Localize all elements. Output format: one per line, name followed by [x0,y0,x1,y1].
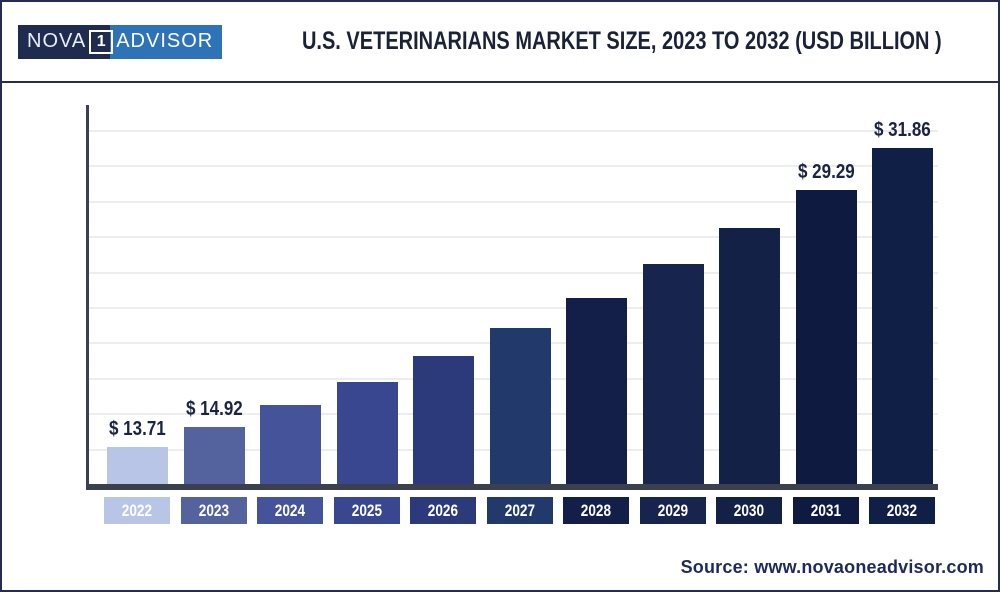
bar-column-2029 [642,83,704,484]
year-axis: 2022 2023 2024 2025 2026 2027 2028 2029 2030 2031… [104,497,935,524]
bar-column-2030 [719,83,780,484]
bar-2028 [566,298,627,484]
gridline [86,130,938,132]
bar-value-label: $ 14.92 [185,398,243,420]
gridline [86,307,938,309]
logo-text-advisor: ADVISOR [116,30,214,52]
bar-value-label: $ 29.29 [797,161,855,183]
bar-column-2032: $ 31.86 [872,83,933,484]
year-label-2027: 2027 [486,497,553,524]
bar-2032 [872,148,933,484]
bar-2027 [489,328,551,484]
chart-title: U.S. VETERINARIANS MARKET SIZE, 2023 TO … [302,27,942,55]
bar-column-2025 [336,83,398,484]
logo-text-nova: NOVA [27,30,87,52]
title-wrap: U.S. VETERINARIANS MARKET SIZE, 2023 TO … [222,27,998,56]
year-label-2023: 2023 [180,497,247,524]
year-label-2032: 2032 [869,497,935,524]
source-credit: Source: www.novaoneadvisor.com [680,557,984,577]
bar-2030 [719,228,780,484]
bar-column-2023: $ 14.92 [183,83,245,484]
bar-2024 [260,405,321,484]
year-label-2031: 2031 [792,497,859,524]
year-label-2030: 2030 [716,497,782,524]
gridline [86,271,938,274]
year-label-2029: 2029 [639,497,706,524]
plot-area: $ 13.71 $ 14.92 $ 29.29 $ 31.86 2022 2023 202… [2,83,998,588]
year-label-2026: 2026 [410,497,476,524]
x-axis-line [86,484,938,490]
brand-logo: NOVA 1 ADVISOR [18,24,223,59]
gridline [86,236,938,239]
year-label-2025: 2025 [333,497,400,524]
bar-column-2026 [413,83,474,484]
bar-value-label: $ 13.71 [109,418,166,440]
bar-value-label: $ 31.86 [874,119,931,141]
bar-2029 [642,264,704,484]
bar-2026 [413,356,474,484]
header: NOVA 1 ADVISOR U.S. VETERINARIANS MARKET… [2,2,998,83]
year-label-2028: 2028 [563,497,629,524]
bar-2022 [107,447,168,484]
bars: $ 13.71 $ 14.92 $ 29.29 $ 31.86 [107,83,933,484]
bar-2025 [336,382,398,484]
bar-column-2031: $ 29.29 [795,83,857,484]
bar-2023 [183,427,245,484]
bar-2031 [795,190,857,484]
bar-column-2027 [489,83,551,484]
gridline [86,200,938,203]
bar-column-2022: $ 13.71 [107,83,168,484]
year-label-2024: 2024 [257,497,323,524]
gridline [86,165,938,168]
bar-column-2024 [260,83,321,484]
bar-column-2028 [566,83,627,484]
year-label-2022: 2022 [104,497,170,524]
y-axis-line [86,105,89,490]
logo-one-badge: 1 [89,29,114,54]
